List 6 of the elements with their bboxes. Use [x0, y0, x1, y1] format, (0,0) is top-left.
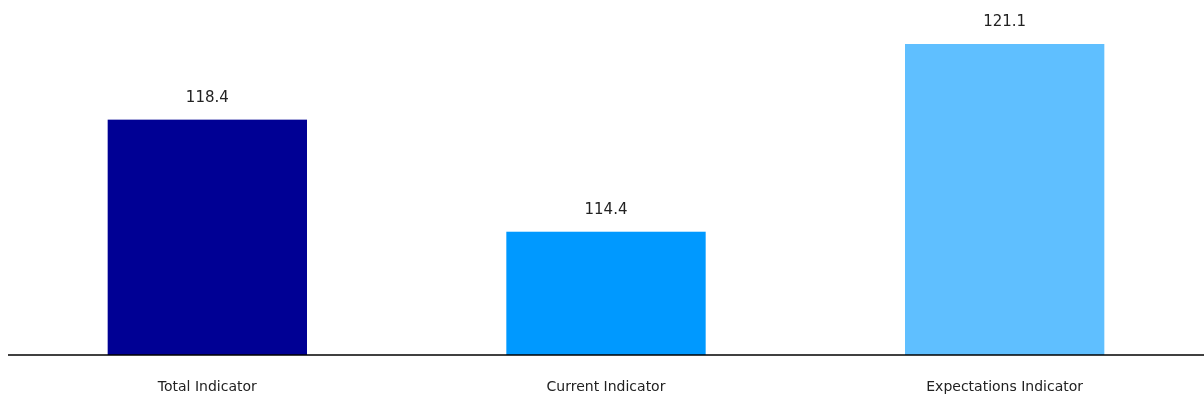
data-label: 121.1	[983, 12, 1027, 30]
data-label: 118.4	[185, 87, 229, 106]
x-tick-label: Total Indicator	[156, 378, 258, 394]
x-tick-label: Current Indicator	[546, 378, 666, 394]
data-label: 114.4	[584, 199, 628, 218]
x-tick-label: Expectations Indicator	[926, 378, 1084, 394]
